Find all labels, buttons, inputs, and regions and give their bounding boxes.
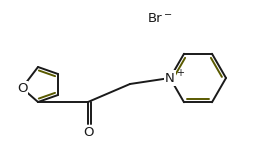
Text: Br: Br bbox=[148, 11, 163, 24]
Text: −: − bbox=[164, 10, 172, 20]
Text: N: N bbox=[165, 71, 175, 84]
Text: +: + bbox=[176, 68, 184, 78]
Text: O: O bbox=[17, 81, 27, 95]
Text: O: O bbox=[84, 125, 94, 138]
